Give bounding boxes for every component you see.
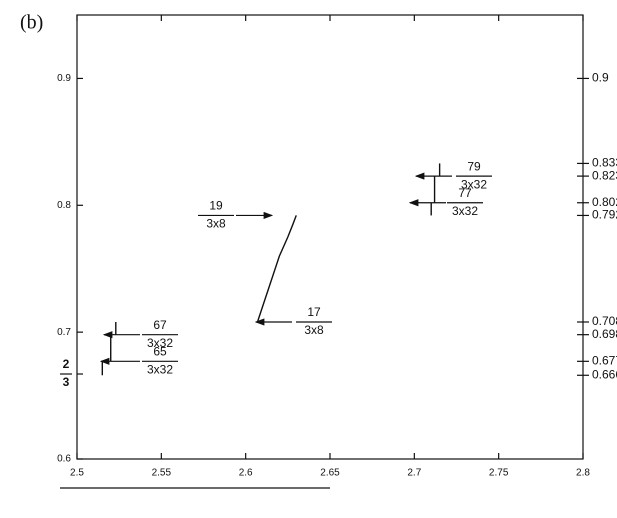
y2-tick-label: 0.823	[592, 168, 617, 182]
y-tick-label: 0.9	[57, 73, 71, 84]
y2-tick-label: 0.792	[592, 208, 617, 222]
annotation-denominator: 3x32	[452, 204, 478, 218]
x-tick-label: 2.55	[152, 468, 172, 479]
annotation-numerator: 19	[209, 199, 223, 213]
annotation-denominator: 3x32	[461, 177, 487, 191]
y2-tick-label: 0.698	[592, 327, 617, 341]
y-tick-label: 0.7	[57, 327, 71, 338]
x-tick-label: 2.7	[407, 468, 421, 479]
x-tick-label: 2.6	[239, 468, 253, 479]
annotation-numerator: 77	[458, 186, 472, 200]
annotation-numerator: 65	[153, 344, 167, 358]
x-tick-label: 2.75	[489, 468, 509, 479]
data-line	[256, 215, 297, 323]
x-tick-label: 2.65	[320, 468, 340, 479]
y2-tick-label: 0.833	[592, 156, 617, 170]
y-tick-label: 0.6	[57, 454, 71, 465]
annotation-numerator: 67	[153, 318, 167, 332]
annotation-numerator: 79	[467, 159, 481, 173]
annotation-denominator: 3x8	[206, 217, 226, 231]
annotation-denominator: 3x32	[147, 362, 173, 376]
y2-tick-label: 0.666	[592, 367, 617, 381]
y-marker-denominator: 3	[63, 375, 70, 389]
y2-tick-label: 0.9	[592, 71, 609, 85]
y-tick-label: 0.8	[57, 200, 71, 211]
x-tick-label: 2.8	[576, 468, 590, 479]
y2-tick-label: 0.802	[592, 195, 617, 209]
annotation-denominator: 3x8	[304, 323, 324, 337]
panel-label: (b)	[20, 12, 43, 34]
annotation-denominator: 3x32	[147, 336, 173, 350]
plot-frame	[76, 14, 584, 460]
y2-tick-label: 0.708	[592, 314, 617, 328]
annotation-numerator: 17	[307, 305, 321, 319]
x-tick-label: 2.5	[70, 468, 84, 479]
y2-tick-label: 0.677	[592, 353, 617, 367]
y-marker-numerator: 2	[63, 357, 70, 371]
